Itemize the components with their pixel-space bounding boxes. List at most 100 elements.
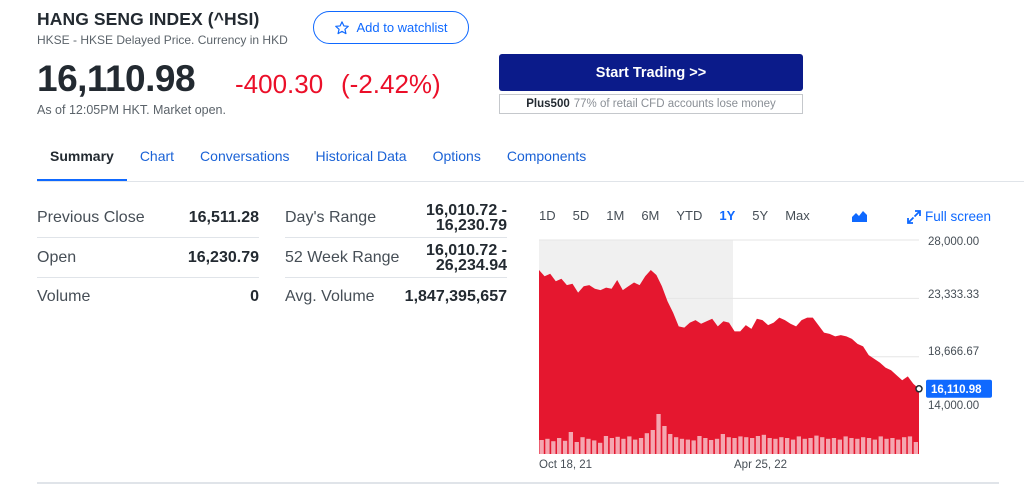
volume-bar bbox=[726, 437, 731, 454]
range-1m-button[interactable]: 1M bbox=[606, 208, 625, 223]
range-max-button[interactable]: Max bbox=[785, 208, 810, 223]
stat-value: 16,230.79 bbox=[187, 248, 259, 266]
volume-bar bbox=[790, 439, 796, 454]
volume-bar bbox=[913, 442, 918, 454]
volume-bar bbox=[609, 438, 614, 454]
volume-bar bbox=[627, 436, 632, 454]
range-high: 16,230.79 bbox=[435, 216, 507, 234]
current-price-marker: 16,110.98 bbox=[915, 379, 992, 398]
volume-bar bbox=[761, 434, 766, 454]
volume-bar bbox=[592, 440, 597, 454]
range-ytd-button[interactable]: YTD bbox=[676, 208, 703, 223]
stat-label: Avg. Volume bbox=[285, 288, 375, 305]
volume-bar bbox=[849, 438, 854, 454]
volume-bar bbox=[638, 438, 644, 454]
volume-bar bbox=[644, 433, 649, 454]
range-1d-button[interactable]: 1D bbox=[539, 208, 556, 223]
y-tick-label: 14,000.00 bbox=[928, 400, 979, 412]
volume-bar bbox=[685, 439, 690, 454]
tab-components[interactable]: Components bbox=[506, 148, 587, 164]
range-1y-button[interactable]: 1Y bbox=[719, 208, 736, 223]
range-6m-button[interactable]: 6M bbox=[641, 208, 660, 223]
mountain-chart-icon[interactable] bbox=[851, 209, 868, 223]
tabs-divider bbox=[37, 181, 1024, 182]
range-5d-button[interactable]: 5D bbox=[572, 208, 590, 223]
market-status: As of 12:05PM HKT. Market open. bbox=[37, 103, 226, 117]
volume-bar bbox=[598, 442, 603, 454]
volume-bar bbox=[586, 438, 591, 454]
start-trading-button[interactable]: Start Trading >> bbox=[499, 54, 803, 91]
volume-bar bbox=[872, 439, 877, 454]
volume-bar bbox=[668, 434, 673, 454]
price-change-percent: (-2.42%) bbox=[341, 69, 441, 99]
range-5y-button[interactable]: 5Y bbox=[752, 208, 769, 223]
volume-bars bbox=[539, 414, 918, 454]
tab-conversations[interactable]: Conversations bbox=[200, 148, 290, 164]
current-price: 16,110.98 bbox=[37, 58, 196, 99]
volume-bar bbox=[562, 440, 568, 454]
exchange-subtitle: HKSE - HKSE Delayed Price. Currency in H… bbox=[37, 33, 288, 47]
volume-bar bbox=[621, 438, 626, 454]
stat-volume: Volume 0 bbox=[37, 278, 259, 316]
cfd-disclaimer[interactable]: Plus500 77% of retail CFD accounts lose … bbox=[499, 94, 803, 114]
add-to-watchlist-button[interactable]: Add to watchlist bbox=[313, 11, 469, 44]
star-icon bbox=[335, 20, 350, 34]
stat-label: Day's Range bbox=[285, 208, 377, 226]
volume-bar bbox=[738, 436, 743, 454]
volume-bar bbox=[697, 436, 702, 454]
broker-name: Plus500 bbox=[526, 98, 570, 110]
expand-arrow-icon bbox=[907, 209, 921, 224]
disclaimer-text: 77% of retail CFD accounts lose money bbox=[573, 98, 776, 110]
tab-options[interactable]: Options bbox=[432, 148, 481, 164]
volume-bar bbox=[750, 438, 755, 454]
volume-bar bbox=[796, 436, 801, 454]
full-screen-button[interactable]: Full screen bbox=[907, 209, 991, 224]
volume-bar bbox=[545, 438, 550, 454]
stat-value: 16,010.72 - 16,230.79 bbox=[426, 201, 507, 234]
volume-bar bbox=[902, 437, 907, 454]
quote-tabs: Summary Chart Conversations Historical D… bbox=[37, 138, 599, 182]
stat-value: 1,847,395,657 bbox=[404, 288, 507, 305]
volume-bar bbox=[574, 442, 579, 454]
current-price-dot bbox=[915, 385, 923, 393]
volume-bar bbox=[568, 432, 573, 454]
range-high: 26,234.94 bbox=[435, 256, 507, 274]
volume-bar bbox=[744, 437, 749, 454]
volume-bar bbox=[580, 437, 585, 454]
stat-value: 16,010.72 - 26,234.94 bbox=[426, 242, 507, 274]
volume-bar bbox=[557, 438, 562, 454]
volume-bar bbox=[755, 436, 761, 454]
y-axis: 28,000.00 23,333.33 18,666.67 14,000.00 bbox=[928, 236, 979, 412]
tab-chart[interactable]: Chart bbox=[139, 148, 175, 164]
current-price-badge bbox=[926, 379, 992, 398]
volume-bar bbox=[714, 438, 720, 454]
volume-bar bbox=[802, 438, 807, 454]
tab-summary[interactable]: Summary bbox=[37, 138, 127, 182]
volume-bar bbox=[779, 437, 784, 454]
stat-52-week-range: 52 Week Range 16,010.72 - 26,234.94 bbox=[285, 238, 507, 278]
tab-historical-data[interactable]: Historical Data bbox=[315, 148, 407, 164]
volume-bar bbox=[896, 439, 901, 454]
volume-bar bbox=[890, 438, 895, 454]
volume-bar bbox=[866, 438, 872, 454]
stat-value: 16,511.28 bbox=[188, 208, 259, 226]
volume-bar bbox=[662, 426, 667, 454]
volume-bar bbox=[603, 436, 609, 454]
full-screen-label: Full screen bbox=[925, 209, 992, 224]
stat-label: Volume bbox=[37, 288, 91, 305]
stat-label: 52 Week Range bbox=[285, 248, 400, 266]
stat-label: Previous Close bbox=[37, 208, 145, 226]
volume-bar bbox=[709, 440, 714, 454]
y-tick-label: 23,333.33 bbox=[928, 289, 979, 301]
volume-bar bbox=[843, 436, 848, 454]
price-chart[interactable]: 28,000.00 23,333.33 18,666.67 14,000.00 … bbox=[530, 232, 1024, 472]
volume-bar bbox=[650, 430, 655, 454]
volume-bar bbox=[878, 436, 883, 454]
x-tick-label: Oct 18, 21 bbox=[539, 459, 592, 471]
volume-bar bbox=[773, 438, 778, 454]
range-low: 16,010.72 - bbox=[426, 201, 507, 219]
current-price-label: 16,110.98 bbox=[931, 384, 982, 396]
stat-open: Open 16,230.79 bbox=[37, 238, 259, 278]
volume-bar bbox=[551, 441, 556, 454]
volume-bar bbox=[814, 435, 819, 454]
